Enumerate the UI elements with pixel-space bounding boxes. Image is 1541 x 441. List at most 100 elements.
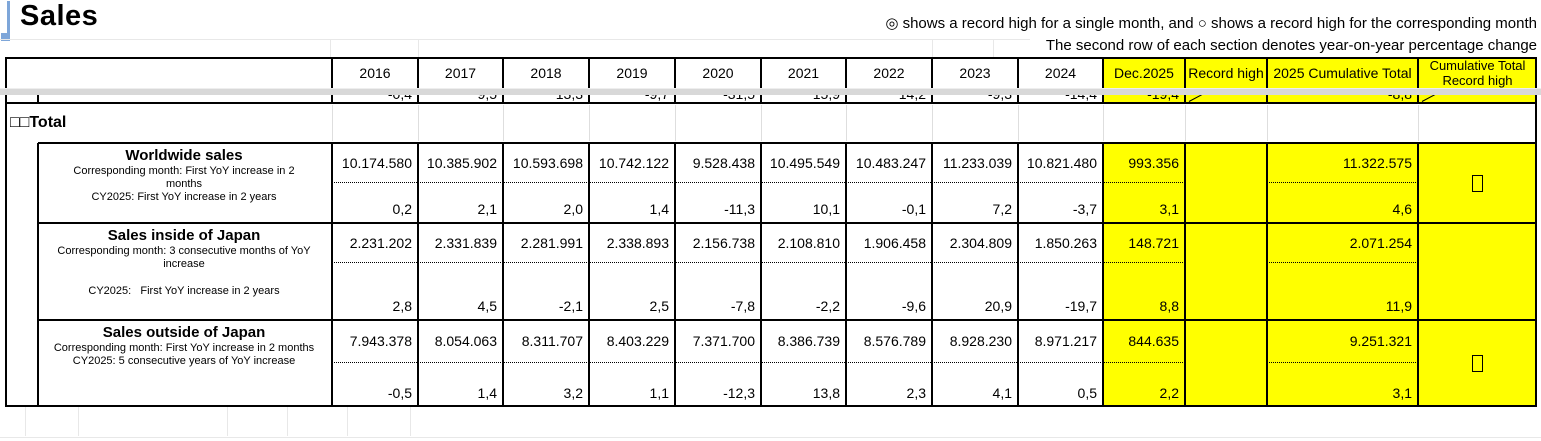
value-cell[interactable]: 11.233.039 xyxy=(942,154,1012,171)
header-record-high[interactable]: Record high xyxy=(1188,64,1264,81)
yoy-cell[interactable]: -12,3 xyxy=(723,385,755,401)
clipped-yoy-cell[interactable]: 9,5 xyxy=(419,95,502,103)
cumulative-record-high-cell[interactable] xyxy=(1420,320,1535,407)
year-header-2020[interactable]: 2020 xyxy=(702,64,734,81)
yoy-cell[interactable]: 4,6 xyxy=(1392,201,1412,217)
clipped-yoy-cell[interactable]: 14,2 xyxy=(847,95,931,103)
value-cell[interactable]: 10.385.902 xyxy=(426,154,497,171)
value-cell[interactable]: 2.281.991 xyxy=(520,234,583,251)
value-cell[interactable]: 2.304.809 xyxy=(949,234,1012,251)
header-cumulative-total-record-high[interactable]: Cumulative Total Record high xyxy=(1429,57,1526,88)
year-header-2023[interactable]: 2023 xyxy=(959,64,991,81)
value-cell[interactable]: 2.108.810 xyxy=(777,234,840,251)
yoy-cell[interactable]: 2,0 xyxy=(563,201,583,217)
yoy-cell[interactable]: -7,8 xyxy=(730,298,755,314)
yoy-cell[interactable]: 7,2 xyxy=(992,201,1012,217)
yoy-cell[interactable]: 2,2 xyxy=(1159,385,1179,401)
value-cell[interactable]: 7.943.378 xyxy=(349,333,412,349)
value-cell[interactable]: 8.576.789 xyxy=(863,333,926,349)
yoy-cell[interactable]: 4,1 xyxy=(992,385,1012,401)
row-label-inside-japan[interactable]: Sales inside of Japan Corresponding month… xyxy=(40,227,328,316)
value-cell[interactable]: 7.371.700 xyxy=(692,333,755,349)
value-cell[interactable]: 148.721 xyxy=(1128,234,1179,251)
clipped-yoy-cell[interactable]: 13,3 xyxy=(504,95,588,103)
clipped-yoy-value: -14,4 xyxy=(1065,95,1097,102)
value-cell[interactable]: 10.483.247 xyxy=(855,154,926,171)
yoy-cell[interactable]: 2,1 xyxy=(477,201,497,217)
yoy-cell[interactable]: -0,5 xyxy=(387,385,412,401)
clipped-yoy-cell[interactable]: -0,4 xyxy=(333,95,417,103)
yoy-cell[interactable]: 2,8 xyxy=(392,298,412,314)
yoy-cell[interactable]: 10,1 xyxy=(812,201,840,217)
clipped-yoy-cell[interactable]: 15,9 xyxy=(762,95,845,103)
year-header-2024[interactable]: 2024 xyxy=(1044,64,1077,81)
year-header-2022[interactable]: 2022 xyxy=(873,64,905,81)
value-cell[interactable]: 8.928.230 xyxy=(949,333,1012,349)
value-cell[interactable]: 993.356 xyxy=(1128,154,1179,171)
year-header-2018[interactable]: 2018 xyxy=(530,64,562,81)
year-header-2016[interactable]: 2016 xyxy=(359,64,391,81)
value-cell[interactable]: 8.971.217 xyxy=(1034,333,1097,349)
value-cell[interactable]: 9.251.321 xyxy=(1349,333,1412,349)
clipped-yoy-cell[interactable]: -9,3 xyxy=(933,95,1017,103)
selection-drag-handle[interactable] xyxy=(1,33,10,41)
yoy-cell[interactable]: 1,1 xyxy=(649,385,669,401)
yoy-cell[interactable]: 1,4 xyxy=(649,201,669,217)
value-cell[interactable]: 8.386.739 xyxy=(777,333,840,349)
value-cell[interactable]: 1.850.263 xyxy=(1034,234,1097,251)
value-cell[interactable]: 10.593.698 xyxy=(512,154,583,171)
year-header-2019[interactable]: 2019 xyxy=(616,64,648,81)
yoy-cell[interactable]: 11,9 xyxy=(1385,298,1412,314)
yoy-cell[interactable]: 3,2 xyxy=(563,385,583,401)
value-cell[interactable]: 10.174.580 xyxy=(341,154,412,171)
year-header-2021[interactable]: 2021 xyxy=(787,64,820,81)
frozen-pane-splitter[interactable] xyxy=(0,88,1541,95)
row-label-outside-japan[interactable]: Sales outside of Japan Corresponding mont… xyxy=(40,324,328,403)
value-cell[interactable]: 1.906.458 xyxy=(863,234,926,251)
yoy-cell[interactable]: 3,1 xyxy=(1392,385,1412,401)
value-cell[interactable]: 8.054.063 xyxy=(434,333,497,349)
row-label-worldwide[interactable]: Worldwide sales Corresponding month: Firs… xyxy=(40,147,328,219)
value-cell[interactable]: 2.156.738 xyxy=(692,234,755,251)
yoy-cell[interactable]: 8,8 xyxy=(1159,298,1179,314)
yoy-cell[interactable]: 13,8 xyxy=(812,385,840,401)
value-cell[interactable]: 2.071.254 xyxy=(1349,234,1412,251)
value-cell[interactable]: 2.338.893 xyxy=(606,234,669,251)
value-cell[interactable]: 844.635 xyxy=(1128,333,1179,349)
value-cell[interactable]: 10.495.549 xyxy=(769,154,840,171)
value-cell[interactable]: 11.322.575 xyxy=(1342,154,1412,171)
value-cell[interactable]: 2.231.202 xyxy=(349,234,412,251)
value-cell[interactable]: 2.331.839 xyxy=(434,234,497,251)
clipped-yoy-cell[interactable]: -31,5 xyxy=(676,95,760,103)
clipped-yoy-cell[interactable]: -14,4 xyxy=(1019,95,1102,103)
value-cell[interactable]: 10.742.122 xyxy=(598,154,669,171)
yoy-cell[interactable]: 3,1 xyxy=(1159,201,1179,217)
year-header-2017[interactable]: 2017 xyxy=(444,64,477,81)
yoy-cell[interactable]: -0,1 xyxy=(901,201,926,217)
yoy-cell[interactable]: 0,5 xyxy=(1077,385,1097,401)
value-cell[interactable]: 10.821.480 xyxy=(1026,154,1097,171)
yoy-cell[interactable]: -9,6 xyxy=(901,298,926,314)
yoy-cell[interactable]: 20,9 xyxy=(984,298,1012,314)
yoy-cell[interactable]: -2,2 xyxy=(815,298,840,314)
section-title-total[interactable]: □□Total xyxy=(10,114,67,131)
header-2025-cumulative-total[interactable]: 2025 Cumulative Total xyxy=(1273,64,1412,81)
yoy-cell[interactable]: 2,3 xyxy=(906,385,926,401)
clipped-yoy-cell[interactable]: -9,7 xyxy=(590,95,674,103)
yoy-cell[interactable]: 2,5 xyxy=(649,298,669,314)
value-cell[interactable]: 8.311.707 xyxy=(521,333,583,349)
clipped-yoy-cell[interactable]: -19,4 xyxy=(1104,95,1184,103)
yoy-cell[interactable]: 4,5 xyxy=(477,298,497,314)
yoy-cell[interactable]: -11,3 xyxy=(724,201,755,217)
header-dec-2025[interactable]: Dec.2025 xyxy=(1114,64,1174,81)
yoy-cell[interactable]: 0,2 xyxy=(392,201,412,217)
yoy-cell[interactable]: 1,4 xyxy=(477,385,497,401)
yoy-cell[interactable]: -19,7 xyxy=(1065,298,1097,314)
clipped-yoy-cell[interactable]: -8,8 xyxy=(1268,95,1417,103)
yoy-cell[interactable]: -3,7 xyxy=(1072,201,1097,217)
value-cell[interactable]: 9.528.438 xyxy=(692,154,755,171)
value-cell[interactable]: 8.403.229 xyxy=(606,333,669,349)
clipped-yoy-value: -19,4 xyxy=(1147,95,1179,102)
cumulative-record-high-cell[interactable] xyxy=(1420,143,1535,223)
yoy-cell[interactable]: -2,1 xyxy=(558,298,583,314)
